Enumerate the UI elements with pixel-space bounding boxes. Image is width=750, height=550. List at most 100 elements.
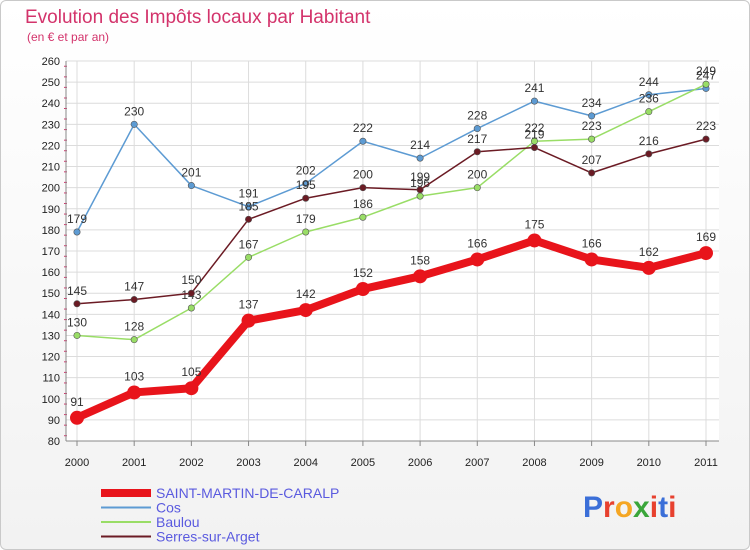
data-label: 128 [124, 320, 144, 334]
y-tick-label: 140 [42, 309, 60, 321]
data-label: 142 [296, 287, 316, 301]
data-point [702, 135, 710, 143]
data-label: 230 [124, 104, 144, 118]
x-tick-label: 2010 [637, 457, 661, 469]
y-tick-label: 260 [42, 56, 60, 68]
data-label: 105 [181, 365, 201, 379]
chart-subtitle: (en € et par an) [27, 30, 110, 44]
series-line-Baulou [76, 83, 707, 341]
data-label: 217 [467, 132, 487, 146]
data-point [645, 150, 653, 158]
data-label: 216 [639, 134, 659, 148]
data-point [73, 300, 81, 308]
data-point [130, 296, 138, 304]
data-label: 200 [467, 168, 487, 182]
data-label: 179 [67, 212, 87, 226]
data-point [184, 381, 199, 396]
y-tick-label: 250 [42, 77, 60, 89]
data-label: 244 [639, 75, 659, 89]
data-point [130, 120, 138, 128]
data-label: 228 [467, 109, 487, 123]
series-line-SAINT-MARTIN-DE-CARALP [73, 236, 710, 422]
data-point [245, 203, 253, 211]
data-point [302, 179, 310, 187]
x-tick-label: 2011 [694, 457, 718, 469]
data-label: 223 [696, 119, 716, 133]
y-tick-label: 170 [42, 246, 60, 258]
legend-label: Baulou [156, 514, 200, 530]
x-tick-label: 2009 [579, 457, 603, 469]
data-label: 137 [239, 298, 259, 312]
y-tick-label: 100 [42, 394, 60, 406]
data-label: 202 [296, 163, 316, 177]
data-label: 150 [181, 273, 201, 287]
data-point [416, 154, 424, 162]
data-point [416, 192, 424, 200]
data-point [73, 228, 81, 236]
data-point [302, 194, 310, 202]
chart-title: Evolution des Impôts locaux par Habitant [25, 7, 371, 28]
y-tick-label: 240 [42, 98, 60, 110]
data-point [245, 215, 253, 223]
data-point [588, 112, 596, 120]
data-point [699, 246, 713, 261]
data-point [359, 137, 367, 145]
data-point [645, 108, 653, 116]
data-label: 199 [410, 170, 430, 184]
y-tick-label: 190 [42, 204, 60, 216]
data-point [473, 184, 481, 192]
series-line-Cos [76, 87, 707, 233]
data-label: 167 [239, 237, 259, 251]
data-point [187, 304, 195, 312]
data-label: 223 [582, 119, 602, 133]
x-tick-label: 2000 [65, 457, 89, 469]
y-tick-label: 90 [48, 415, 60, 427]
data-label: 201 [181, 166, 201, 180]
data-point [359, 184, 367, 192]
data-point [588, 169, 596, 177]
x-tick-label: 2006 [408, 457, 432, 469]
data-point [241, 313, 256, 328]
data-label: 241 [524, 81, 544, 95]
data-label: 234 [582, 96, 602, 110]
data-point [298, 303, 313, 318]
x-tick-label: 2001 [122, 457, 146, 469]
data-point [130, 336, 138, 344]
y-tick-label: 110 [42, 373, 60, 385]
data-label: 152 [353, 266, 373, 280]
y-tick-label: 120 [42, 352, 60, 364]
x-tick-label: 2003 [236, 457, 260, 469]
data-point [302, 228, 310, 236]
legend-label: Cos [156, 500, 181, 516]
data-point [641, 260, 656, 275]
y-tick-label: 200 [42, 183, 60, 195]
data-point [245, 253, 253, 261]
y-tick-label: 160 [42, 267, 60, 279]
data-label: 191 [239, 187, 259, 201]
data-label: 158 [410, 253, 430, 267]
data-label: 166 [467, 236, 487, 250]
legend-label: SAINT-MARTIN-DE-CARALP [156, 485, 339, 501]
data-point [187, 289, 195, 297]
data-label: 162 [639, 245, 659, 259]
data-label: 186 [353, 197, 373, 211]
data-label: 147 [124, 280, 144, 294]
data-label: 214 [410, 138, 430, 152]
data-label: 185 [239, 199, 259, 213]
data-point [416, 186, 424, 194]
data-point [73, 331, 81, 339]
data-point [588, 135, 596, 143]
data-label: 175 [524, 217, 544, 231]
x-tick-label: 2004 [293, 457, 317, 469]
data-label: 166 [582, 236, 602, 250]
y-tick-label: 220 [42, 140, 60, 152]
data-point [413, 269, 428, 284]
data-label: 179 [296, 212, 316, 226]
data-label: 130 [67, 315, 87, 329]
data-label: 222 [524, 121, 544, 135]
data-label: 247 [696, 68, 716, 82]
data-point [355, 282, 370, 296]
x-tick-label: 2008 [522, 457, 546, 469]
